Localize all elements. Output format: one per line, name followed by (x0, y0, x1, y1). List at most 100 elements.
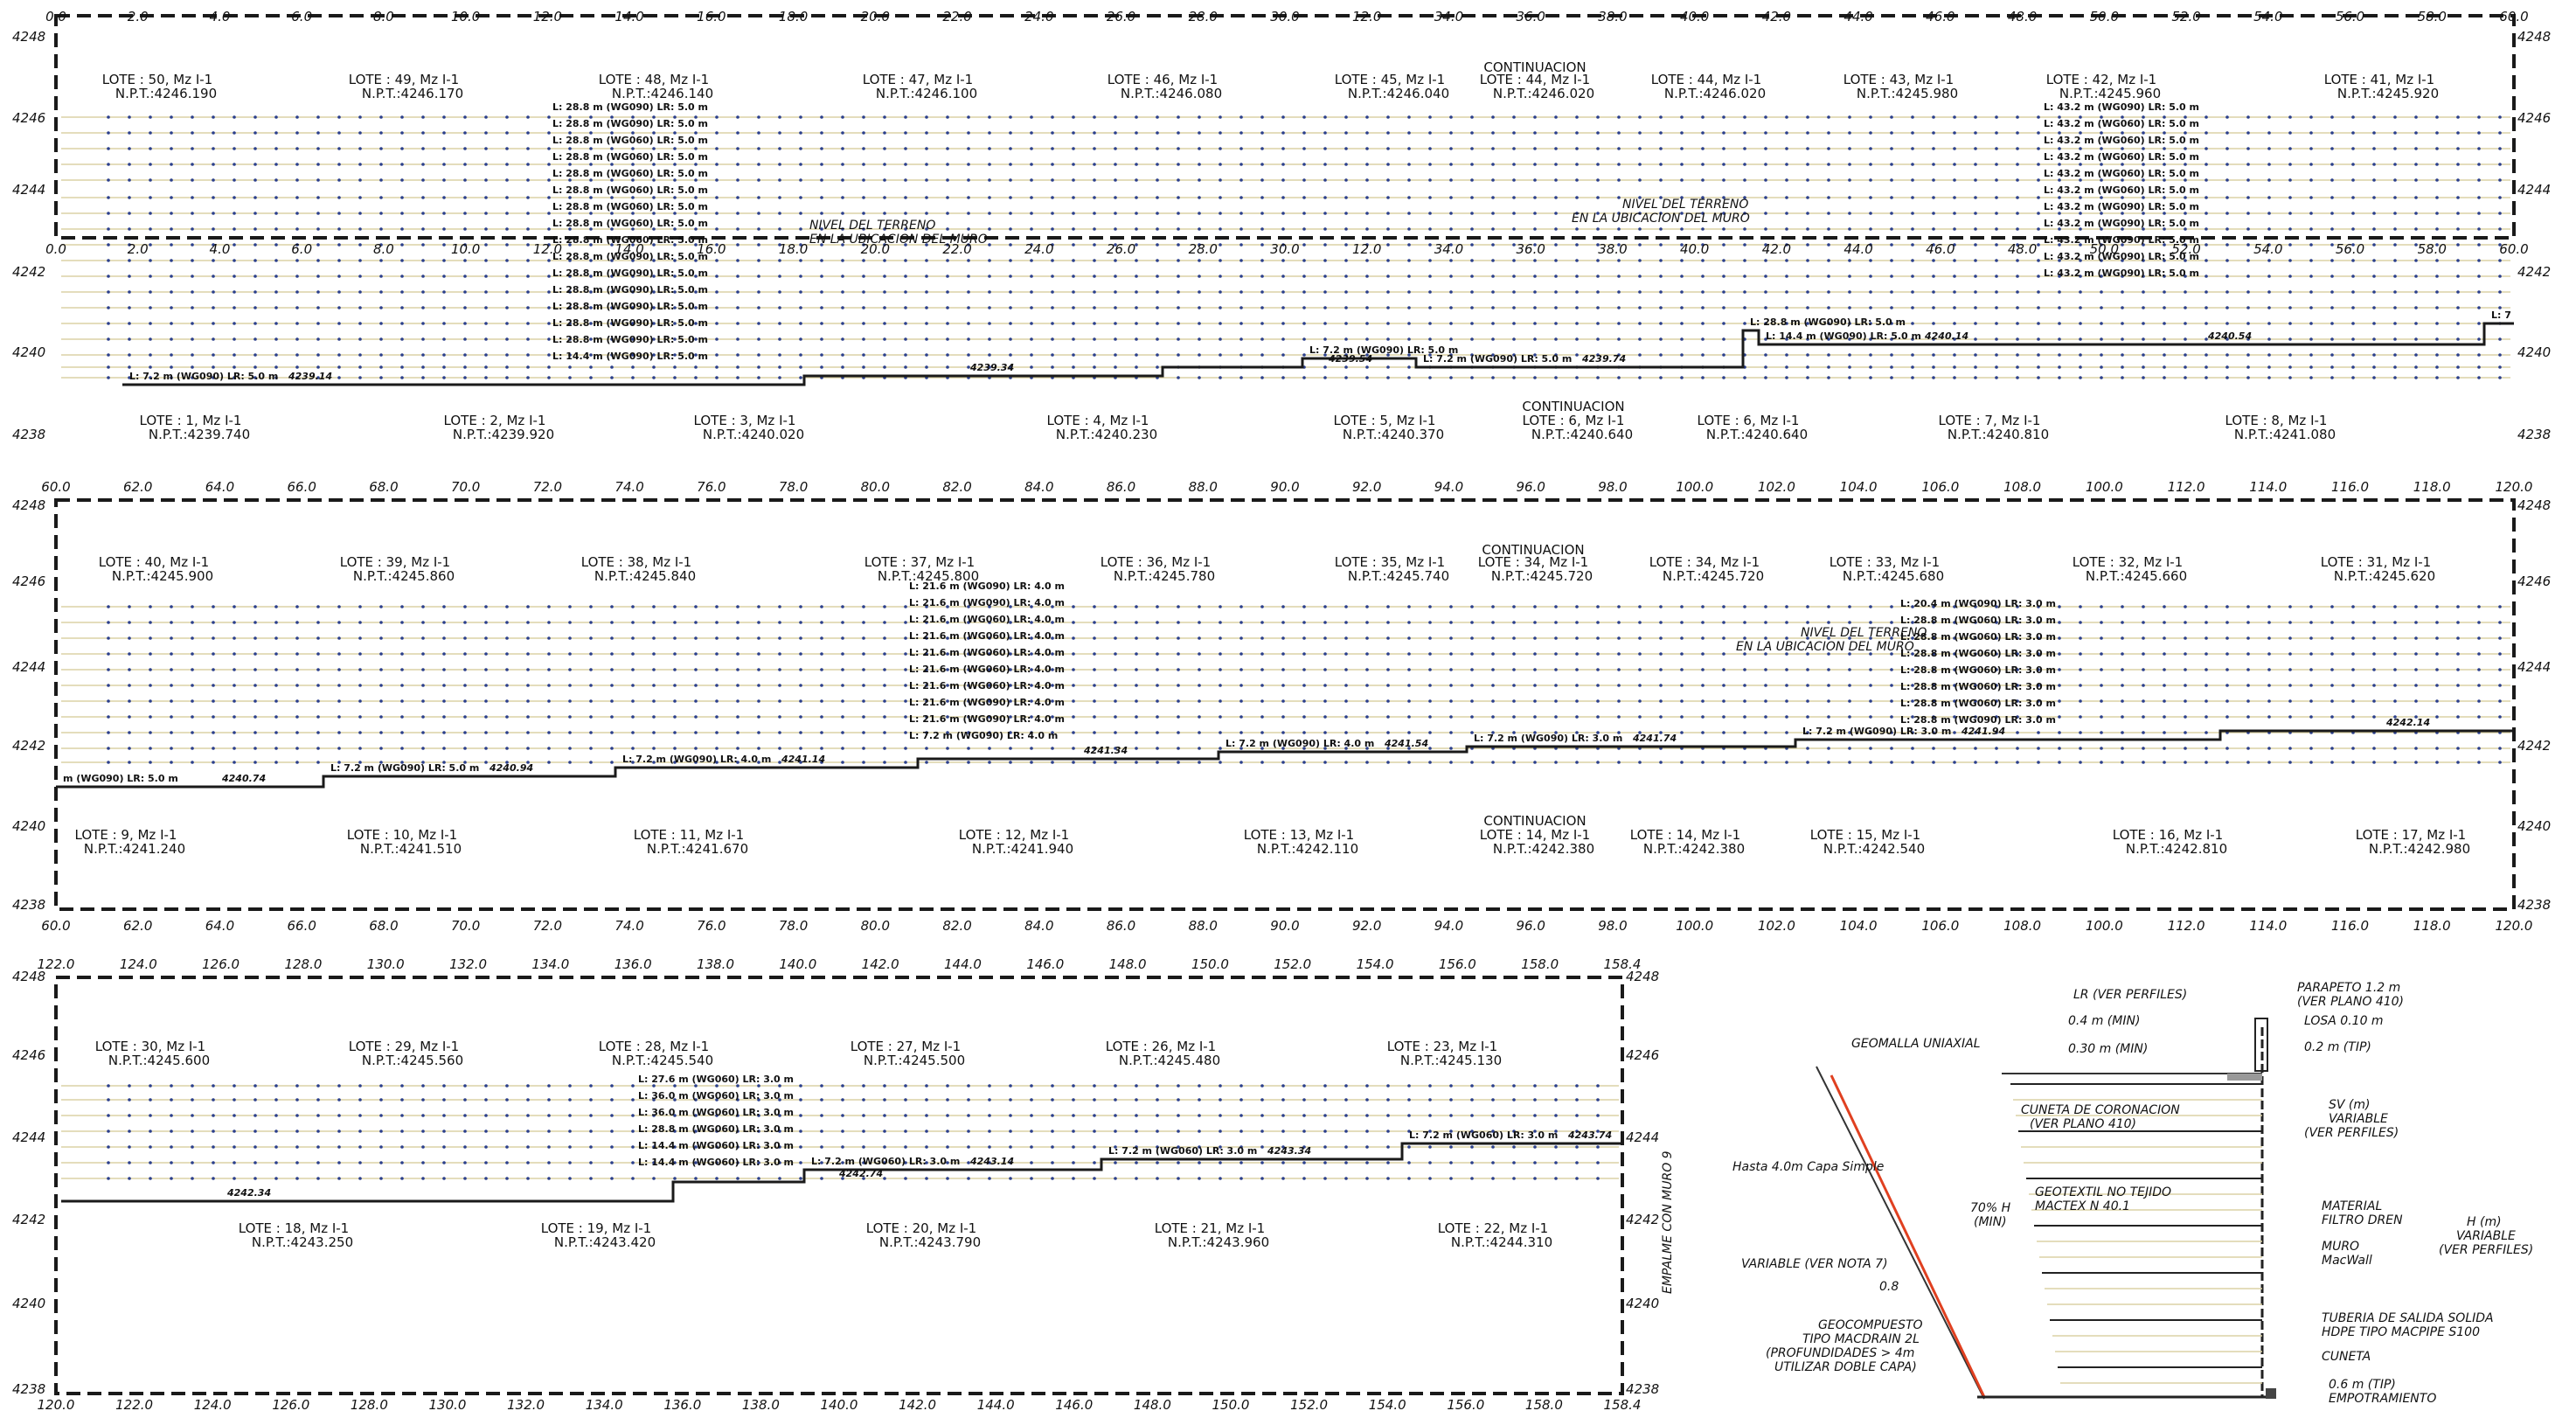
reinforcement-dot (463, 365, 467, 369)
reinforcement-dot (1974, 747, 1977, 750)
reinforcement-dot (1428, 376, 1432, 379)
reinforcement-dot (295, 1098, 299, 1102)
x-tick-top: 154.0 (1357, 956, 1394, 972)
reinforcement-dot (212, 147, 215, 150)
reinforcement-dot (589, 365, 593, 369)
reinforcement-dot (1239, 731, 1243, 734)
reinforcement-dot (1827, 353, 1830, 357)
reinforcement-dot (736, 147, 739, 150)
lot-label: LOTE : 42, Mz I-1 (2046, 72, 2156, 87)
reinforcement-dot (1323, 115, 1327, 119)
reinforcement-strip-label: L: 28.8 m (WG090) LR: 3.0 m (1900, 714, 2056, 726)
reinforcement-dot (1449, 163, 1453, 166)
reinforcement-dot (1072, 684, 1075, 687)
lot-npt-label: N.P.T.:4239.920 (453, 427, 554, 442)
reinforcement-dot (442, 668, 446, 671)
lot-npt-label: N.P.T.:4241.240 (84, 841, 185, 857)
reinforcement-dot (1491, 243, 1495, 247)
reinforcement-dot (1470, 668, 1474, 671)
reinforcement-dot (379, 1177, 383, 1180)
reinforcement-strip-label: L: 28.8 m (WG060) LR: 3.0 m (1900, 681, 2056, 692)
reinforcement-dot (1093, 636, 1096, 640)
reinforcement-dot (736, 731, 739, 734)
reinforcement-dot (1659, 147, 1663, 150)
reinforcement-dot (2414, 699, 2418, 703)
reinforcement-dot (1114, 605, 1117, 608)
step-reinforcement-label: L: 7.2 m (WG090) LR: 3.0 m (1802, 726, 1951, 737)
reinforcement-dot (778, 1129, 781, 1133)
reinforcement-dot (1009, 178, 1012, 182)
reinforcement-dot (316, 636, 320, 640)
reinforcement-dot (547, 1129, 551, 1133)
reinforcement-dot (820, 259, 823, 262)
reinforcement-dot (1344, 115, 1348, 119)
reinforcement-dot (170, 322, 173, 325)
reinforcement-dot (1051, 731, 1054, 734)
reinforcement-dot (191, 337, 194, 341)
reinforcement-dot (1680, 652, 1684, 656)
reinforcement-dot (1617, 337, 1621, 341)
reinforcement-dot (505, 699, 509, 703)
reinforcement-dot (652, 243, 656, 247)
reinforcement-dot (2414, 243, 2418, 247)
reinforcement-dot (988, 1084, 991, 1088)
reinforcement-dot (2330, 337, 2334, 341)
reinforcement-dot (862, 322, 865, 325)
reinforcement-dot (547, 761, 551, 764)
reinforcement-dot (946, 1129, 949, 1133)
reinforcement-dot (233, 684, 236, 687)
reinforcement-dot (883, 699, 886, 703)
reinforcement-dot (547, 699, 551, 703)
reinforcement-dot (547, 115, 551, 119)
reinforcement-dot (1743, 178, 1746, 182)
reinforcement-dot (191, 290, 194, 294)
reinforcement-dot (358, 227, 362, 231)
reinforcement-dot (149, 147, 152, 150)
reinforcement-dot (337, 147, 341, 150)
reinforcement-dot (1680, 353, 1684, 357)
x-tick-top: 124.0 (120, 956, 157, 972)
reinforcement-dot (883, 212, 886, 215)
reinforcement-dot (2100, 621, 2103, 624)
reinforcement-dot (1659, 668, 1663, 671)
reinforcement-dot (1512, 178, 1516, 182)
reinforcement-dot (757, 259, 760, 262)
reinforcement-dot (1386, 131, 1390, 135)
reinforcement-dot (2309, 178, 2313, 182)
reinforcement-dot (1365, 178, 1369, 182)
reinforcement-dot (2163, 337, 2166, 341)
reinforcement-dot (1701, 337, 1705, 341)
reinforcement-dot (1428, 699, 1432, 703)
reinforcement-dot (2037, 227, 2040, 231)
reinforcement-dot (2288, 684, 2292, 687)
reinforcement-dot (1198, 243, 1201, 247)
reinforcement-dot (107, 1098, 110, 1102)
reinforcement-dot (2142, 178, 2145, 182)
x-tick-bottom: 154.0 (1369, 1397, 1406, 1411)
reinforcement-dot (233, 337, 236, 341)
lot-label: LOTE : 7, Mz I-1 (1939, 413, 2041, 428)
reinforcement-dot (2184, 163, 2187, 166)
reinforcement-dot (1449, 353, 1453, 357)
x-tick-bottom: 120.0 (2496, 918, 2533, 934)
reinforcement-dot (1407, 1177, 1411, 1180)
reinforcement-dot (295, 115, 299, 119)
reinforcement-dot (2435, 715, 2439, 719)
reinforcement-dot (212, 652, 215, 656)
reinforcement-dot (1785, 115, 1788, 119)
reinforcement-dot (1848, 178, 1851, 182)
reinforcement-dot (400, 1084, 404, 1088)
reinforcement-dot (652, 1177, 656, 1180)
reinforcement-dot (652, 147, 656, 150)
reinforcement-dot (2351, 131, 2355, 135)
reinforcement-dot (946, 259, 949, 262)
reinforcement-dot (1974, 621, 1977, 624)
reinforcement-dot (442, 621, 446, 624)
reinforcement-dot (1869, 376, 1872, 379)
reinforcement-dot (1764, 212, 1767, 215)
reinforcement-dot (1239, 636, 1243, 640)
reinforcement-dot (295, 243, 299, 247)
reinforcement-dot (1072, 275, 1075, 278)
reinforcement-dot (442, 306, 446, 309)
reinforcement-dot (1219, 275, 1222, 278)
